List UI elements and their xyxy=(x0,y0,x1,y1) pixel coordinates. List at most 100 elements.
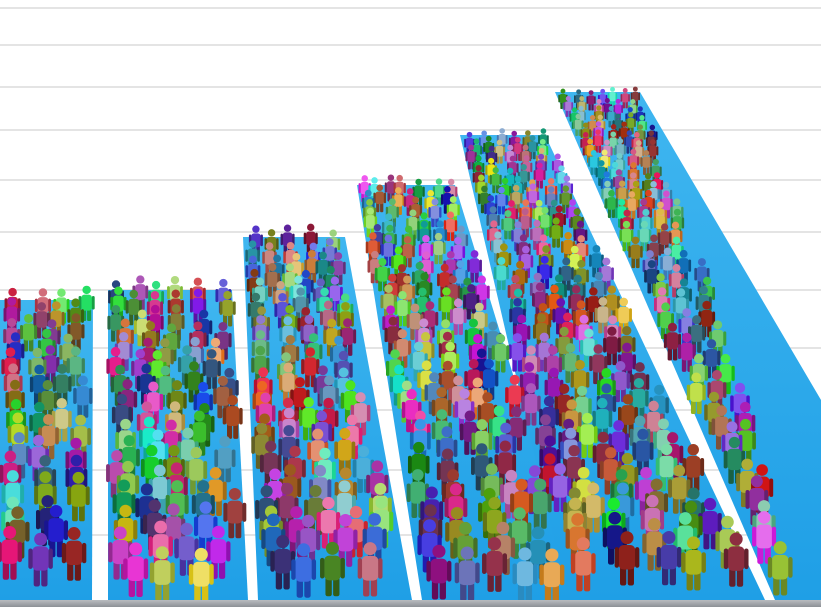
person-arm xyxy=(149,562,155,584)
person-arm xyxy=(28,359,32,375)
person-head xyxy=(415,261,424,270)
person-head xyxy=(531,526,545,540)
person-arm xyxy=(717,513,722,533)
person-arm xyxy=(657,313,661,328)
person-arm xyxy=(382,316,386,330)
person-leg xyxy=(338,273,343,285)
person-body xyxy=(739,470,755,493)
person-arm xyxy=(529,282,533,296)
person-arm xyxy=(549,215,552,227)
person-body xyxy=(569,253,580,269)
person-leg xyxy=(233,423,239,439)
person-head xyxy=(228,487,241,501)
person-arm xyxy=(565,528,570,549)
person xyxy=(668,264,685,298)
person-head xyxy=(584,328,594,338)
person-arm xyxy=(679,445,684,464)
person-body xyxy=(445,259,456,274)
person-head xyxy=(522,144,529,151)
person-head xyxy=(412,196,420,204)
person-arm xyxy=(560,183,563,194)
person-head xyxy=(320,287,329,297)
person-arm xyxy=(374,267,378,281)
person-arm xyxy=(307,442,311,460)
person-arm xyxy=(279,327,283,342)
person-head xyxy=(82,285,91,295)
person-arm xyxy=(510,537,516,558)
person-arm xyxy=(615,207,618,219)
person-head xyxy=(115,364,126,375)
person-arm xyxy=(439,206,442,218)
person-head xyxy=(395,187,402,194)
person-body xyxy=(685,456,701,478)
person-head xyxy=(575,359,585,370)
person-body xyxy=(702,510,718,535)
person-head xyxy=(307,249,316,258)
person-arm xyxy=(608,156,611,167)
person-head xyxy=(325,238,334,246)
person-arm xyxy=(640,245,643,258)
person-head xyxy=(539,138,546,145)
person-leg xyxy=(565,369,571,384)
person-body xyxy=(417,296,428,313)
person-arm xyxy=(143,558,149,580)
person-arm xyxy=(658,243,662,256)
person-head xyxy=(538,303,548,312)
person-body xyxy=(632,388,646,408)
person-head xyxy=(708,391,720,403)
person-arm xyxy=(544,379,548,396)
person-head xyxy=(440,263,449,272)
person-head xyxy=(289,445,301,458)
person xyxy=(495,186,508,215)
person-arm xyxy=(539,449,544,467)
person-head xyxy=(513,297,522,307)
person-body xyxy=(227,500,243,524)
person-leg xyxy=(219,560,226,579)
person-leg xyxy=(190,478,196,495)
person-head xyxy=(611,161,619,169)
person-leg xyxy=(453,322,458,335)
person-arm xyxy=(560,241,564,254)
person-arm xyxy=(255,499,260,520)
person-arm xyxy=(467,259,470,272)
person-head xyxy=(257,380,268,392)
person-arm xyxy=(362,528,367,549)
person xyxy=(489,167,502,194)
person-arm xyxy=(584,145,587,155)
person-head xyxy=(483,487,496,500)
person-head xyxy=(387,174,395,181)
person-leg xyxy=(492,184,496,194)
person-head xyxy=(386,224,394,233)
person-head xyxy=(467,284,476,293)
person-arm xyxy=(251,357,255,373)
person-arm xyxy=(558,357,562,373)
person-arm xyxy=(702,326,706,341)
person xyxy=(512,547,538,603)
person-head xyxy=(307,223,315,232)
person-arm xyxy=(231,449,236,468)
person-head xyxy=(630,172,637,179)
person-arm xyxy=(245,265,249,278)
person-head xyxy=(473,333,483,344)
person-head xyxy=(420,332,431,342)
person-arm xyxy=(449,309,453,324)
person-arm xyxy=(300,326,304,341)
person-leg xyxy=(660,243,665,254)
person-head xyxy=(168,445,180,457)
person-leg xyxy=(627,566,634,586)
person-body xyxy=(192,297,204,314)
person-arm xyxy=(131,360,135,377)
person-arm xyxy=(572,310,576,325)
person-head xyxy=(564,232,572,240)
person-head xyxy=(628,191,636,198)
person-arm xyxy=(495,436,499,454)
person-body xyxy=(421,259,432,275)
person-leg xyxy=(608,546,615,565)
person-arm xyxy=(457,204,460,216)
person-leg xyxy=(499,155,503,164)
person-head xyxy=(596,98,602,104)
person-arm xyxy=(618,326,622,341)
person-leg xyxy=(356,539,363,558)
person-head xyxy=(283,425,295,437)
person-head xyxy=(51,301,61,310)
